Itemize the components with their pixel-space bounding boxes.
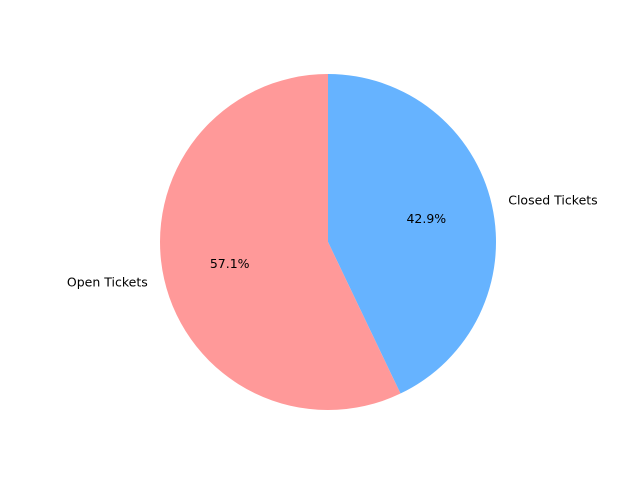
pie-slice-open-tickets <box>160 74 401 410</box>
pie-slice-label: Closed Tickets <box>508 193 597 208</box>
pie-slice-closed-tickets <box>328 74 496 394</box>
pie-slice-pct-label: 42.9% <box>406 211 446 226</box>
pie-slices <box>160 74 496 410</box>
pie-slice-label: Open Tickets <box>67 274 148 289</box>
pie-slice-pct-label: 57.1% <box>210 256 250 271</box>
pie-labels: 42.9% Closed Tickets 57.1% Open Tickets <box>67 193 598 290</box>
